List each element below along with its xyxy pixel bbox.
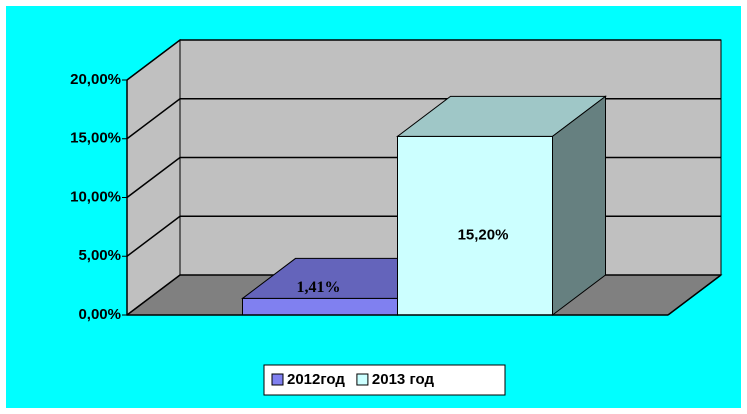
data-label: 15,20% [458, 227, 509, 244]
legend-label: 2012год [287, 371, 345, 388]
legend-swatch [271, 373, 284, 386]
y-tick-label: 20,00% [70, 71, 121, 88]
floor-edge [667, 274, 722, 316]
legend-box [263, 364, 506, 396]
y-tick-label: 5,00% [78, 247, 121, 264]
y-tick-label: 15,00% [70, 130, 121, 147]
grid-line [126, 39, 721, 81]
y-tick-label: 0,00% [78, 306, 121, 323]
legend-swatch [356, 373, 369, 386]
y-tick-label: 10,00% [70, 188, 121, 205]
bar-front [242, 297, 398, 316]
bar-side [552, 95, 606, 317]
data-label: 1,41% [297, 279, 341, 296]
legend: 2012год 2013 год [263, 364, 506, 396]
legend-label: 2013 год [372, 371, 435, 388]
